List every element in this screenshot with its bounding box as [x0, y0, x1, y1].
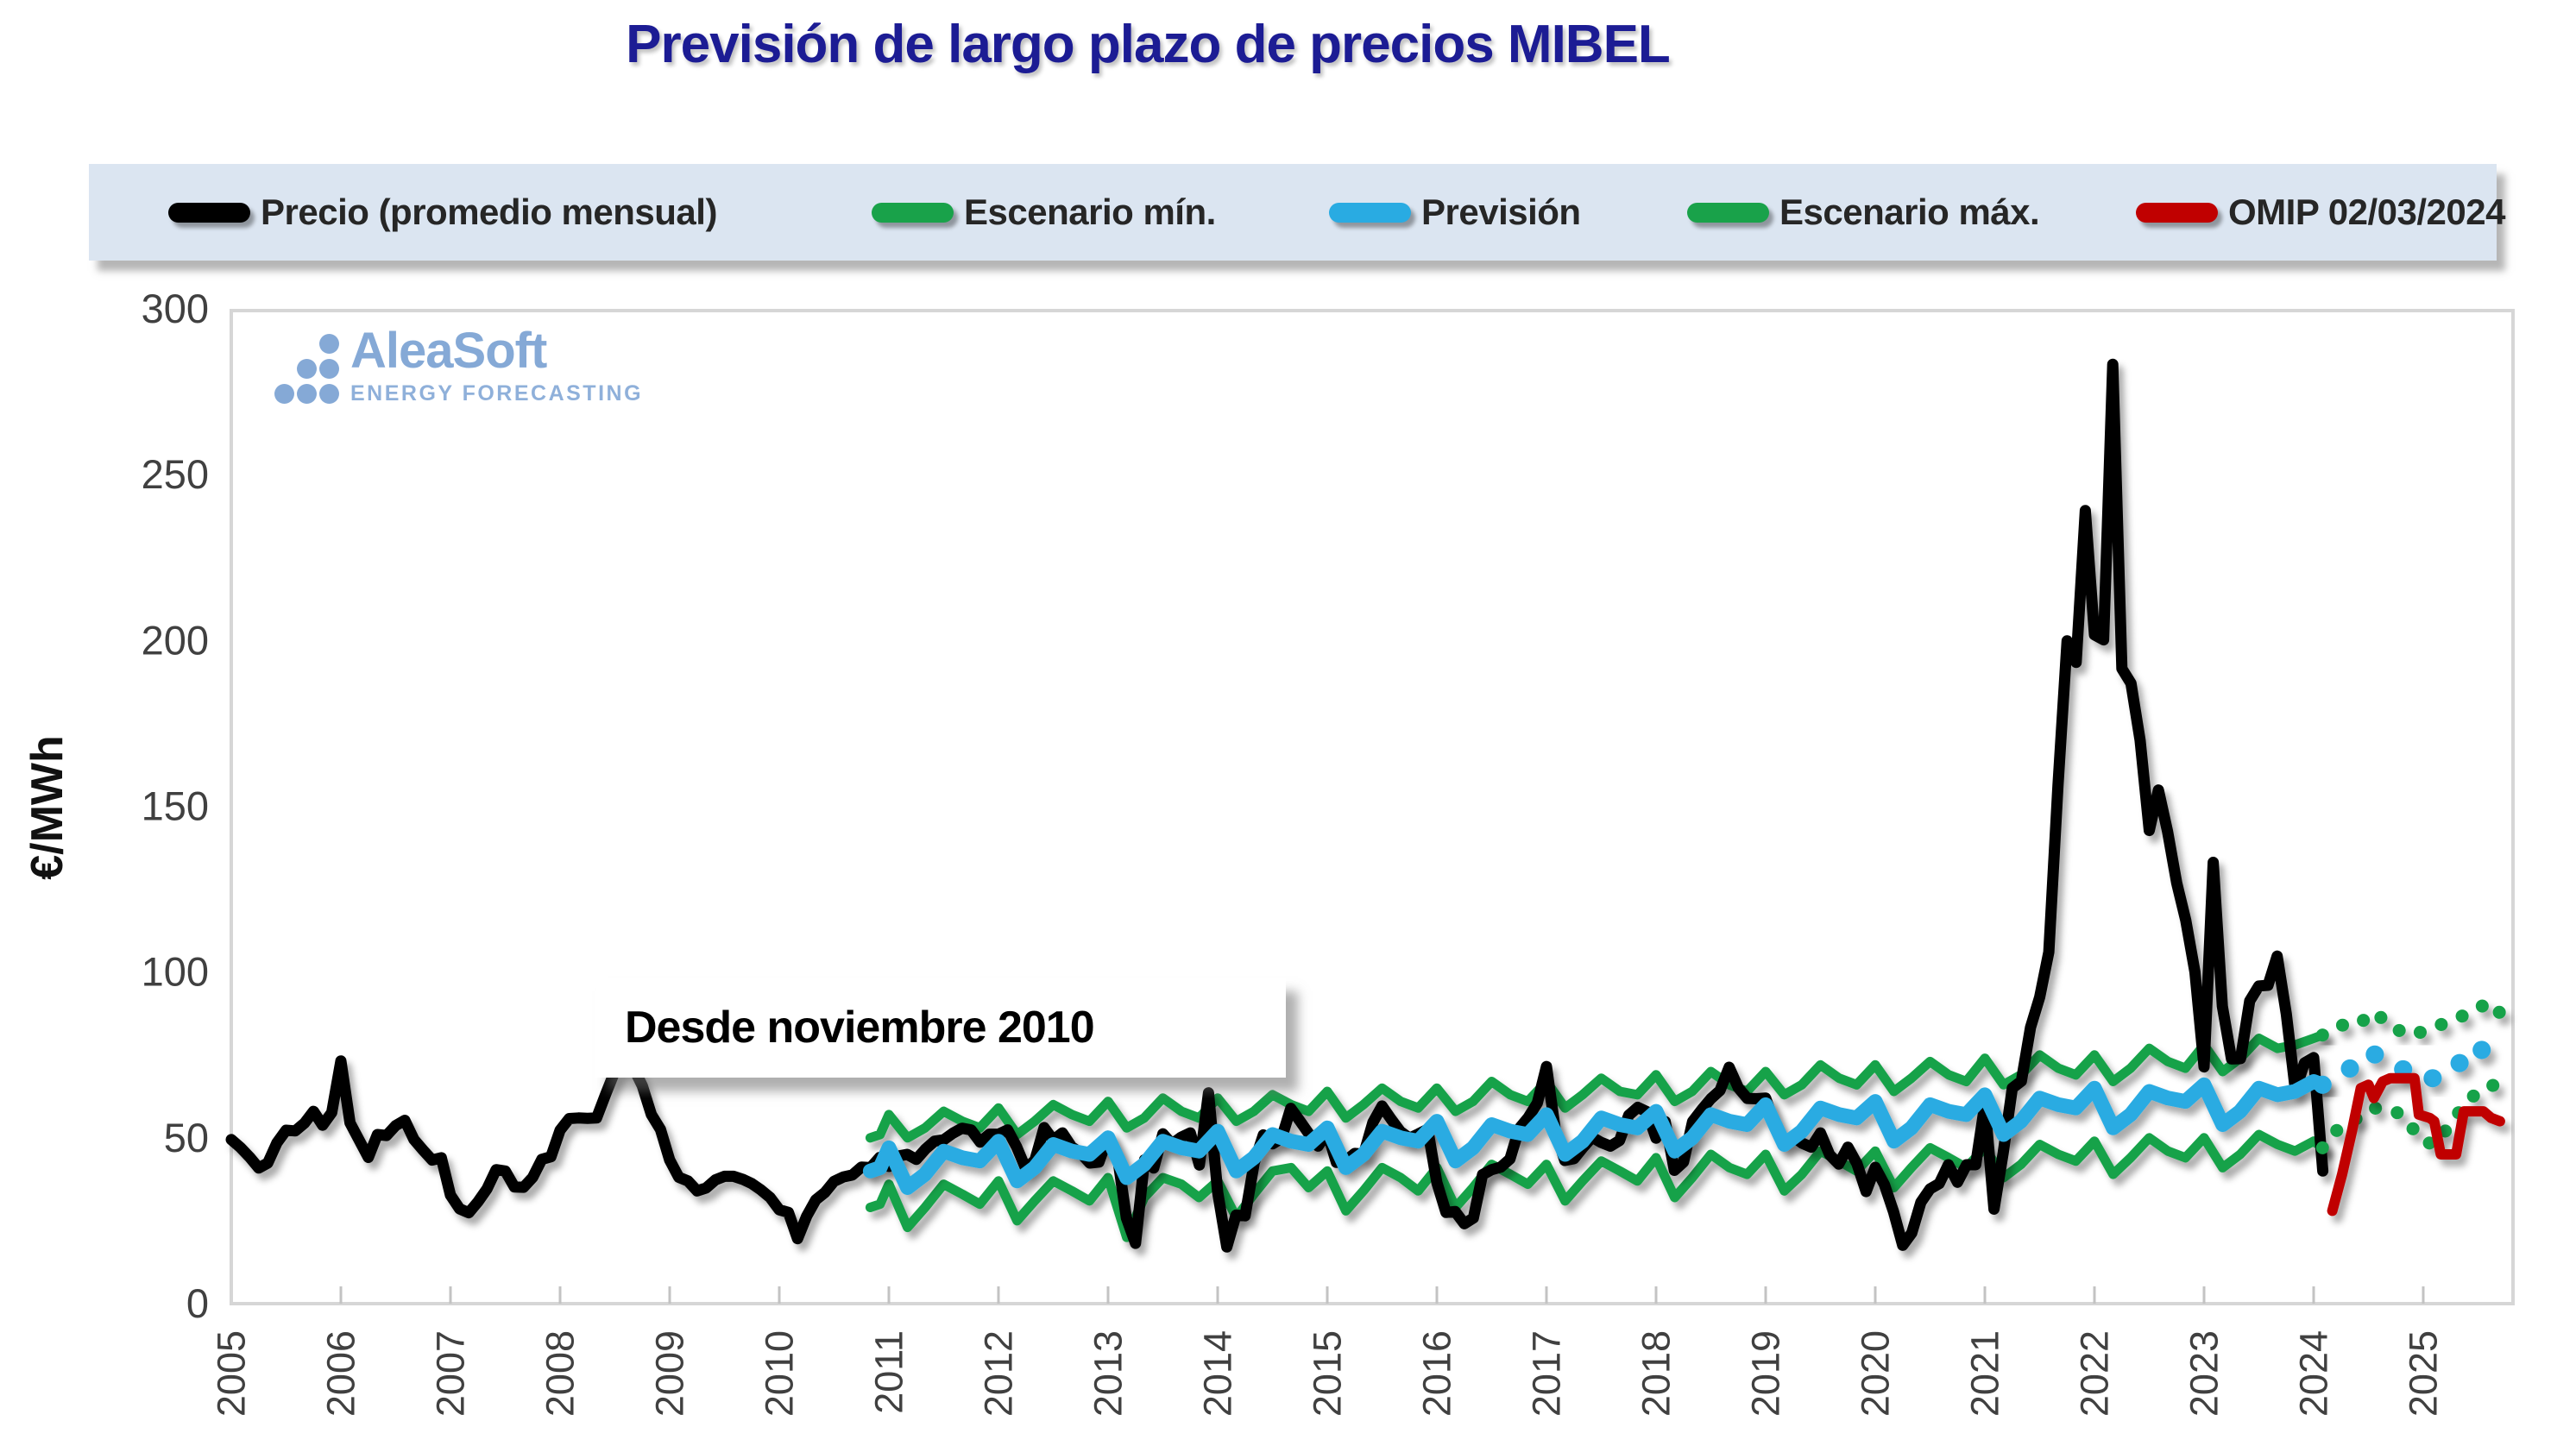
legend-item-escenario-max: Escenario máx.	[1687, 164, 2040, 261]
x-tick-label: 2011	[867, 1330, 911, 1414]
y-tick-label: 150	[142, 783, 209, 829]
legend-label: Precio (promedio mensual)	[261, 192, 717, 232]
x-tick-label: 2010	[758, 1330, 802, 1417]
aleasoft-tagline: ENERGY FORECASTING	[350, 381, 644, 406]
series-escenario-m-x-proyecci-n	[2315, 995, 2509, 1042]
y-tick-label: 100	[142, 949, 209, 995]
axis-labels: 2005 2006 2007 2008 2009 2010 2011 2012 2013 2014…	[22, 286, 2446, 1417]
plot-frame	[230, 309, 2515, 1305]
x-tick-label: 2014	[1196, 1330, 1240, 1417]
x-tick-label: 2009	[648, 1330, 692, 1417]
x-tick-label: 2006	[319, 1330, 363, 1417]
x-tick-label: 2005	[210, 1330, 254, 1417]
series-escenario-m-n	[865, 1129, 2327, 1242]
y-tick-label: 250	[142, 451, 209, 497]
legend-label: OMIP 02/03/2024	[2228, 192, 2505, 232]
series-omip-02-03-2024	[2327, 1072, 2505, 1217]
series-previsi-n	[862, 1074, 2330, 1195]
aleasoft-brand: AleaSoft	[350, 323, 547, 379]
legend-label: Escenario máx.	[1779, 192, 2040, 232]
x-tick-label: 2018	[1634, 1330, 1678, 1417]
chart-title: Previsión de largo plazo de precios MIBE…	[626, 15, 1671, 74]
series-escenario-m-x	[865, 1030, 2327, 1143]
x-tick-label: 2008	[539, 1330, 583, 1417]
series-layer	[225, 358, 2510, 1253]
y-tick-label: 0	[186, 1280, 209, 1326]
x-tick-label: 2020	[1854, 1330, 1898, 1417]
legend-bar: Precio (promedio mensual) Escenario mín.…	[89, 164, 2505, 261]
precio-line-swatch	[168, 202, 250, 223]
x-tick-label: 2012	[977, 1330, 1021, 1417]
y-axis-label: €/MWh	[22, 735, 72, 880]
aleasoft-dots-icon	[274, 334, 342, 406]
legend-label: Previsión	[1421, 192, 1581, 232]
aleasoft-watermark: AleaSoft ENERGY FORECASTING	[274, 326, 643, 406]
x-tick-label: 2022	[2073, 1330, 2117, 1417]
omip-line-swatch	[2136, 202, 2218, 223]
y-tick-label: 50	[164, 1115, 209, 1160]
x-tick-label: 2024	[2292, 1330, 2336, 1417]
x-tick-label: 2021	[1963, 1330, 2007, 1417]
escenario-max-line-swatch	[1687, 202, 1769, 223]
x-tick-label: 2019	[1744, 1330, 1788, 1417]
x-tick-label: 2017	[1525, 1330, 1569, 1417]
x-tick-label: 2013	[1086, 1330, 1131, 1417]
legend-item-escenario-min: Escenario mín.	[872, 164, 1216, 261]
legend-item-prevision: Previsión	[1329, 164, 1581, 261]
y-tick-label: 300	[142, 286, 209, 331]
series-previsi-n-proyecci-n	[2313, 1035, 2510, 1094]
x-tick-label: 2016	[1415, 1330, 1459, 1417]
series-precio-promedio-mensual	[225, 358, 2329, 1253]
escenario-min-line-swatch	[872, 202, 954, 223]
x-tick-label: 2023	[2182, 1330, 2226, 1417]
annotation-box: Desde noviembre 2010	[595, 978, 1286, 1078]
legend-item-precio: Precio (promedio mensual)	[168, 164, 717, 261]
annotation-text: Desde noviembre 2010	[625, 1003, 1095, 1053]
x-tick-label: 2025	[2402, 1330, 2446, 1417]
prevision-line-swatch	[1329, 202, 1411, 223]
x-tick-label: 2015	[1306, 1330, 1350, 1417]
legend-item-omip: OMIP 02/03/2024	[2136, 164, 2505, 261]
legend-label: Escenario mín.	[964, 192, 1216, 232]
y-tick-label: 200	[142, 617, 209, 663]
x-tick-label: 2007	[429, 1330, 473, 1417]
